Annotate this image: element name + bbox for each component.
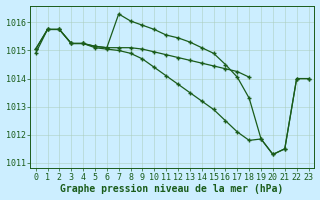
X-axis label: Graphe pression niveau de la mer (hPa): Graphe pression niveau de la mer (hPa) xyxy=(60,184,284,194)
